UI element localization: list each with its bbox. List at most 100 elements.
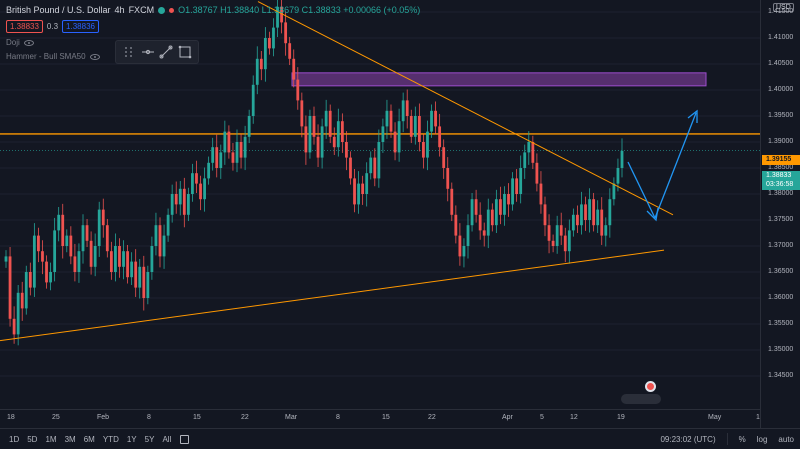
ascending-trendline	[0, 249, 665, 342]
percent-toggle[interactable]: %	[738, 434, 746, 444]
calendar-icon[interactable]	[180, 434, 190, 444]
candle-body	[231, 152, 235, 163]
candle-body	[620, 150, 624, 168]
candle-body	[332, 136, 336, 148]
candle-body	[97, 209, 101, 246]
candle-body	[446, 168, 450, 189]
buy-button[interactable]: 1.38836	[62, 20, 99, 33]
price-axis[interactable]: USD 1.41500 1.41000 1.40500 1.40000 1.39500 1…	[760, 0, 800, 428]
candle-body	[608, 199, 612, 226]
log-toggle[interactable]: log	[756, 434, 768, 444]
candle-body	[114, 246, 117, 272]
candle-body	[93, 246, 97, 267]
horizontal-line-icon[interactable]	[141, 45, 155, 59]
candle-body	[563, 235, 567, 252]
candle-body	[600, 209, 604, 236]
candle-body	[182, 188, 186, 215]
candle-body	[499, 199, 502, 215]
candle-body	[393, 131, 397, 153]
candle-body	[195, 173, 198, 184]
candle-body	[49, 272, 52, 283]
symbol-name[interactable]: British Pound / U.S. Dollar	[6, 5, 111, 15]
sell-button[interactable]: 1.38833	[6, 20, 43, 33]
candle-body	[417, 116, 421, 142]
candle-body	[280, 6, 283, 23]
current-price: 1.38833	[766, 172, 792, 179]
time-axis[interactable]: 18 25 Feb 8 15 22 Mar 8 15 22 Apr 5 12 19 May 1	[0, 409, 760, 428]
auto-toggle[interactable]: auto	[778, 434, 794, 444]
candle-body	[612, 183, 616, 200]
candle-body	[616, 168, 620, 184]
range-all[interactable]: All	[162, 434, 172, 444]
trend-line-icon[interactable]	[159, 45, 173, 59]
candle-body	[336, 121, 340, 148]
candle-body	[32, 235, 36, 288]
candle-body	[219, 152, 223, 168]
candle-body	[12, 318, 16, 335]
economic-event-icon[interactable]	[645, 381, 656, 392]
candle-body	[511, 178, 514, 205]
rectangle-icon[interactable]	[178, 45, 192, 59]
descending-trendline	[257, 1, 674, 216]
candle-body	[559, 225, 563, 236]
chart-legend: British Pound / U.S. Dollar 4h FXCM O1.3…	[6, 5, 420, 61]
candle-body	[247, 116, 251, 137]
currency-selector[interactable]: USD	[773, 3, 794, 12]
candle-body	[77, 251, 81, 272]
candle-body	[385, 110, 389, 127]
candle-body	[580, 204, 583, 226]
candle-body	[296, 79, 300, 101]
candle-body	[551, 240, 555, 246]
utc-clock[interactable]: 09:23:02 (UTC)	[660, 434, 716, 444]
candle-body	[604, 225, 608, 236]
spread-value: 0.3	[46, 22, 59, 31]
range-1y[interactable]: 1Y	[126, 434, 137, 444]
candle-body	[118, 246, 121, 267]
candle-body	[284, 22, 288, 44]
candlestick-chart[interactable]	[0, 0, 760, 409]
candle-body	[389, 110, 393, 132]
time-tick-label: 15	[193, 414, 201, 421]
ohlc-values: O1.38767 H1.38840 L1.38679 C1.38833 +0.0…	[178, 5, 421, 15]
range-1m[interactable]: 1M	[45, 434, 57, 444]
interval-label[interactable]: 4h	[114, 5, 125, 15]
time-tick-label: Apr	[502, 414, 513, 421]
eye-icon[interactable]	[89, 53, 100, 60]
indicator-hammer[interactable]: Hammer - Bull SMA50	[6, 52, 420, 61]
range-ytd[interactable]: YTD	[102, 434, 119, 444]
candle-body	[405, 100, 409, 116]
candle-body	[543, 204, 547, 226]
range-1d[interactable]: 1D	[9, 434, 20, 444]
level-price-tag: 1.39155	[762, 155, 800, 165]
range-5y[interactable]: 5Y	[144, 434, 155, 444]
candle-body	[255, 58, 259, 85]
candle-body	[178, 188, 182, 205]
candle-body	[312, 116, 316, 137]
drag-handle-icon[interactable]	[122, 45, 136, 59]
candle-body	[507, 194, 510, 205]
candle-body	[328, 110, 332, 137]
candle-body	[292, 58, 296, 80]
time-tick-label: 25	[52, 414, 60, 421]
market-open-icon	[158, 6, 166, 14]
candle-body	[73, 256, 77, 272]
range-3m[interactable]: 3M	[64, 434, 76, 444]
candle-body	[357, 183, 360, 205]
range-6m[interactable]: 6M	[83, 434, 95, 444]
candle-body	[490, 209, 494, 226]
indicator-doji[interactable]: Doji	[6, 38, 420, 47]
separator	[726, 433, 728, 445]
range-5d[interactable]: 5D	[27, 434, 38, 444]
candle-body	[276, 6, 279, 28]
candle-body	[45, 261, 48, 283]
candle-body	[409, 116, 413, 137]
candle-body	[268, 38, 271, 49]
candle-body	[345, 142, 348, 158]
candle-body	[69, 235, 73, 257]
price-tick-label: 1.35000	[768, 346, 794, 353]
eye-icon[interactable]	[23, 39, 34, 46]
trade-buttons: 1.38833 0.3 1.38836	[6, 20, 420, 33]
candle-body	[263, 38, 267, 70]
event-flags-icon[interactable]	[621, 394, 661, 404]
